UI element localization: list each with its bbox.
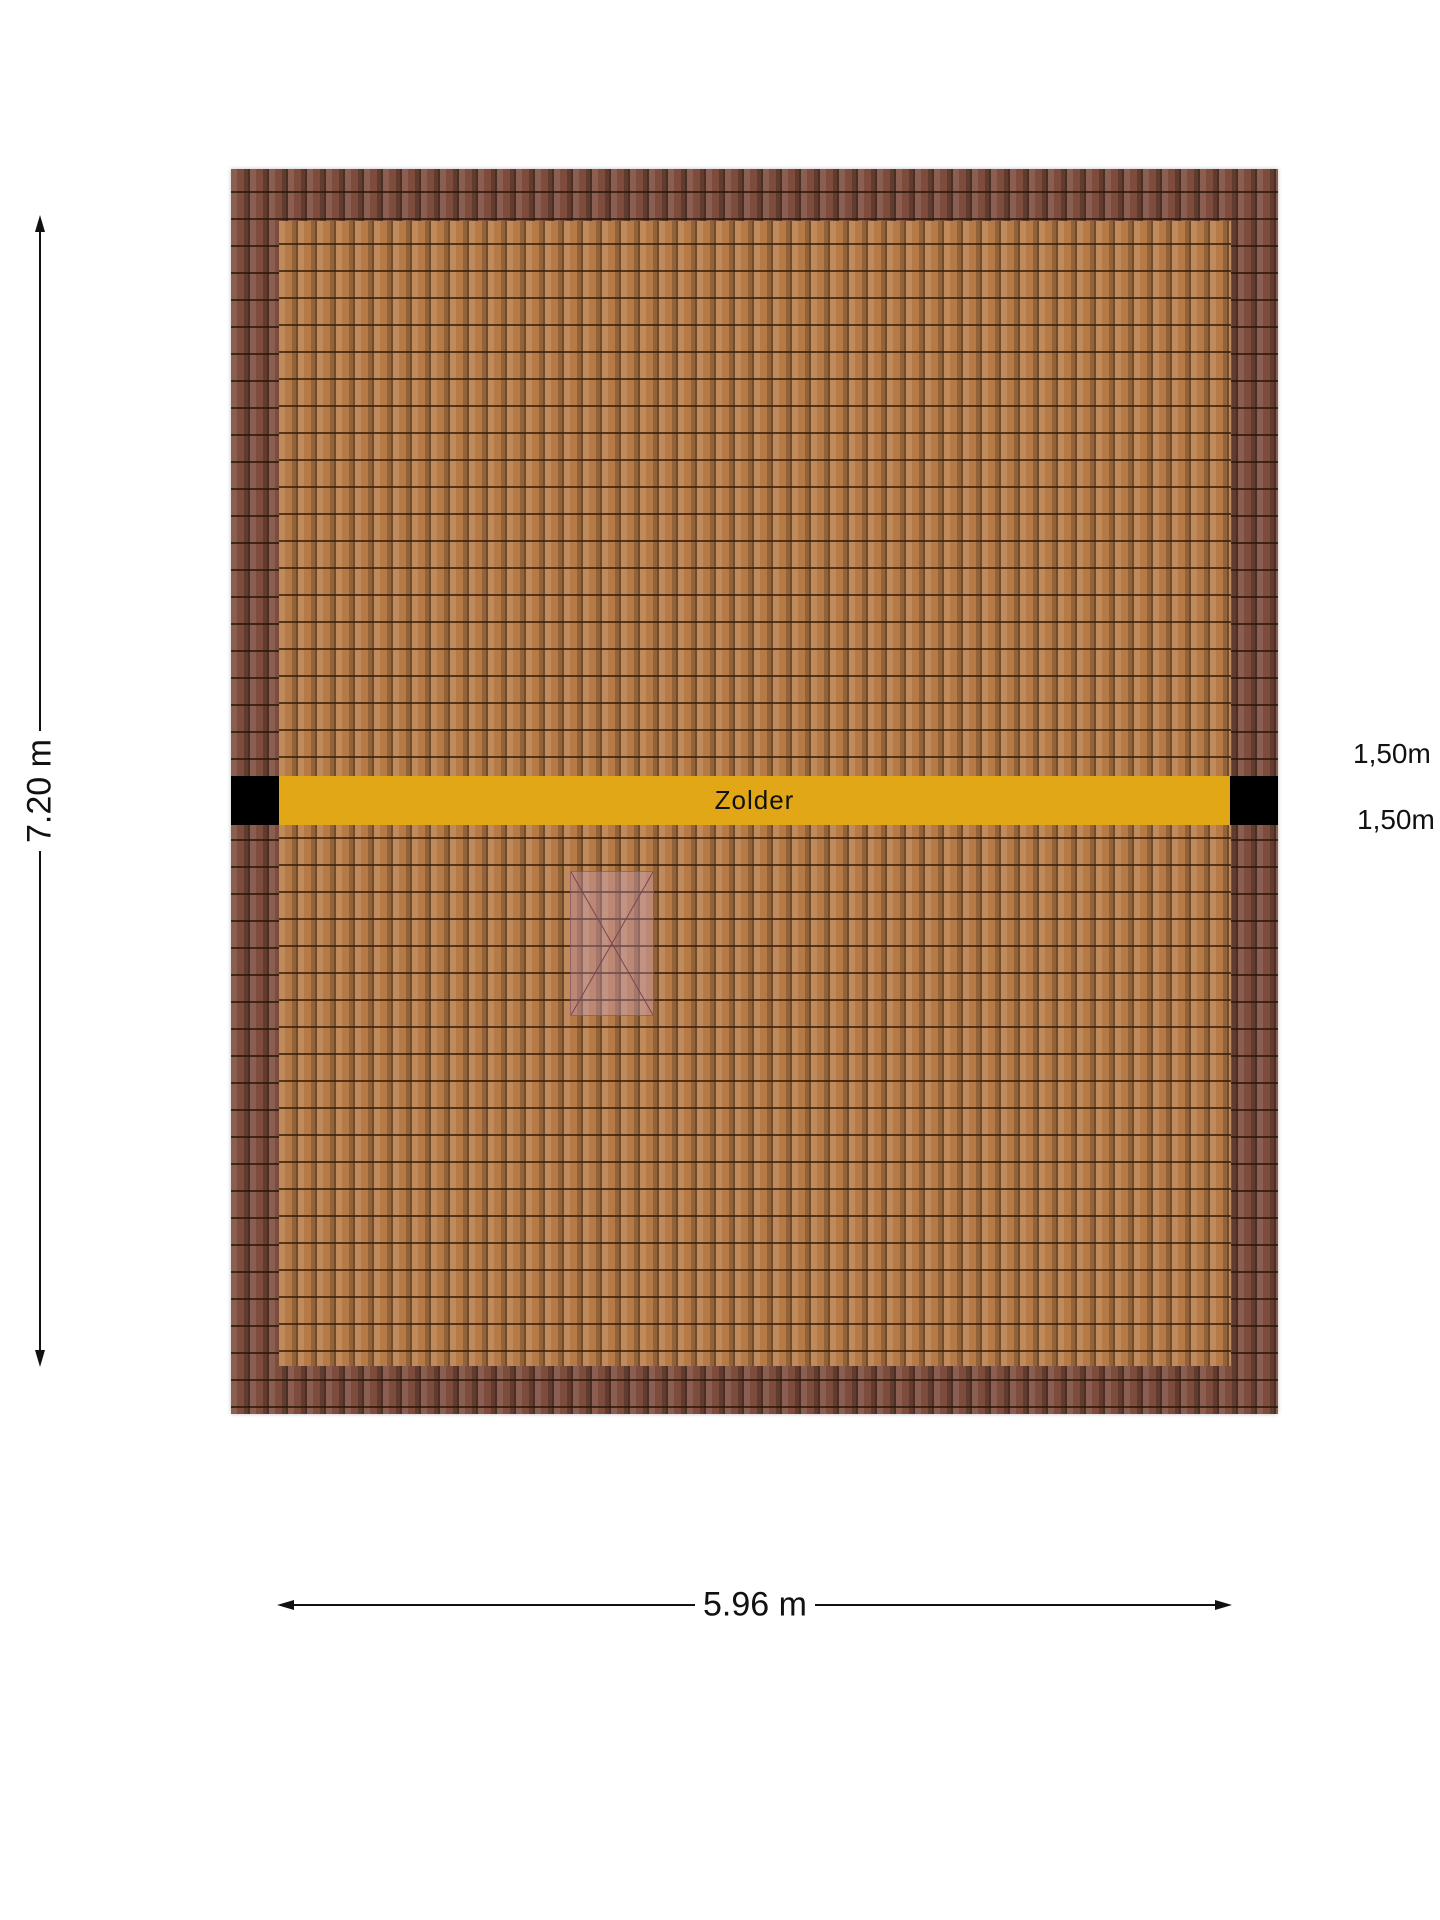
ceiling-height-label-top: 1,50m [1353,738,1431,769]
wall-cap-left [231,776,279,825]
height-dimension-label: 7.20 m [20,731,60,851]
roof-plan: Zolder [231,169,1278,1414]
wall-cap-right [1230,776,1278,825]
attic-room-band: Zolder [231,776,1278,825]
room-label: Zolder [714,785,795,815]
ceiling-height-label-bottom: 1,50m [1357,804,1435,835]
width-dimension-label: 5.96 m [695,1585,815,1625]
skylight-window-icon [570,871,654,1016]
